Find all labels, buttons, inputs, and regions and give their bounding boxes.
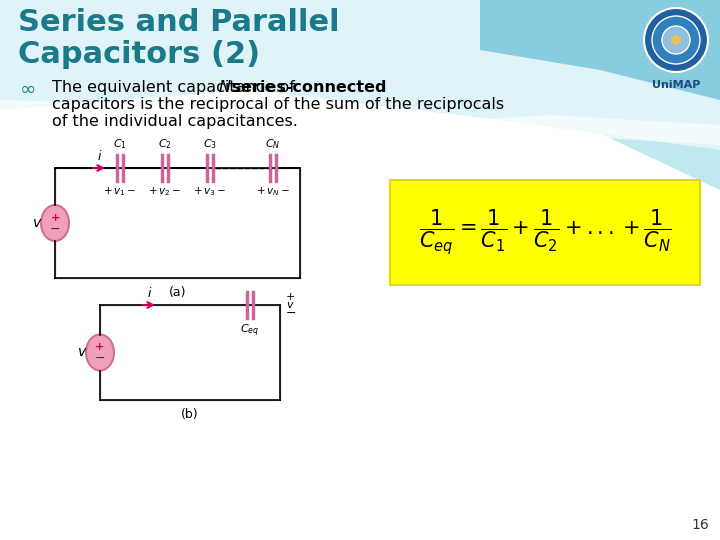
Text: 16: 16 <box>691 518 709 532</box>
Text: The equivalent capacitance of: The equivalent capacitance of <box>52 80 300 95</box>
Text: N: N <box>219 80 231 95</box>
Text: $C_{eq}$: $C_{eq}$ <box>240 323 260 340</box>
Text: +: + <box>286 292 295 302</box>
Ellipse shape <box>86 334 114 370</box>
Text: v: v <box>78 346 86 360</box>
Text: $\dfrac{1}{C_{eq}} = \dfrac{1}{C_1} + \dfrac{1}{C_2} + ... + \dfrac{1}{C_N}$: $\dfrac{1}{C_{eq}} = \dfrac{1}{C_1} + \d… <box>418 208 672 257</box>
Bar <box>100 305 280 400</box>
Text: −: − <box>50 222 60 235</box>
Text: series-connected: series-connected <box>226 80 387 95</box>
Text: $C_3$: $C_3$ <box>203 137 217 151</box>
Circle shape <box>644 8 708 72</box>
Text: Series and Parallel: Series and Parallel <box>18 8 340 37</box>
Polygon shape <box>0 0 720 150</box>
Text: $+\,v_2 -$: $+\,v_2 -$ <box>148 185 181 198</box>
Text: (b): (b) <box>181 408 199 421</box>
Text: of the individual capacitances.: of the individual capacitances. <box>52 114 298 129</box>
Bar <box>55 168 300 278</box>
Text: capacitors is the reciprocal of the sum of the reciprocals: capacitors is the reciprocal of the sum … <box>52 97 504 112</box>
Text: $C_N$: $C_N$ <box>265 137 281 151</box>
Circle shape <box>652 16 700 64</box>
Text: UniMAP: UniMAP <box>652 80 700 90</box>
Polygon shape <box>480 0 720 100</box>
Ellipse shape <box>41 205 69 241</box>
Text: +: + <box>50 213 60 223</box>
Text: v: v <box>33 216 41 230</box>
Text: $+\,v_N -$: $+\,v_N -$ <box>256 185 290 198</box>
Text: $+\,v_3 -$: $+\,v_3 -$ <box>194 185 227 198</box>
Text: v: v <box>286 300 292 310</box>
Circle shape <box>662 26 690 54</box>
Text: Capacitors (2): Capacitors (2) <box>18 40 260 69</box>
Polygon shape <box>0 0 720 190</box>
Bar <box>390 180 700 285</box>
Polygon shape <box>0 100 720 150</box>
Text: $+\,v_1 -$: $+\,v_1 -$ <box>104 185 137 198</box>
Text: ∞: ∞ <box>20 80 36 99</box>
Text: −: − <box>95 352 105 365</box>
Text: (a): (a) <box>168 286 186 299</box>
Text: −: − <box>286 307 297 320</box>
Text: +: + <box>95 342 104 353</box>
Text: $C_2$: $C_2$ <box>158 137 172 151</box>
Text: i: i <box>148 287 150 300</box>
Text: $C_1$: $C_1$ <box>113 137 127 151</box>
Text: i: i <box>97 150 101 163</box>
Circle shape <box>671 35 681 45</box>
